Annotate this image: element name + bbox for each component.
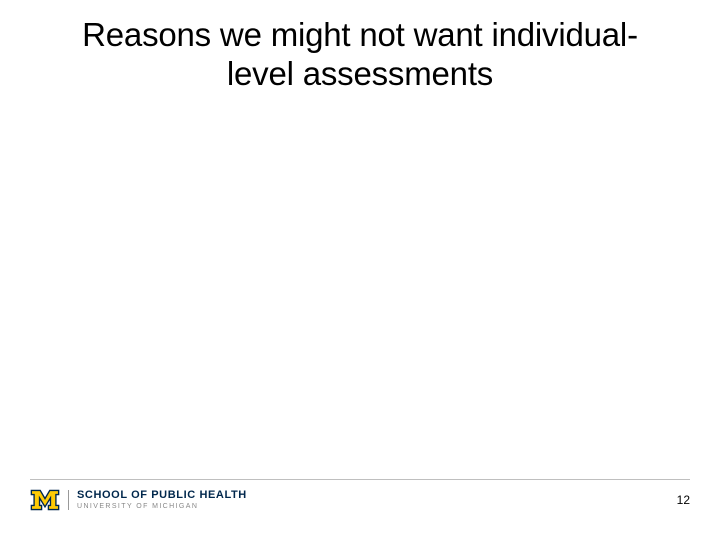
logo-text: SCHOOL OF PUBLIC HEALTH UNIVERSITY OF MI… [68, 490, 247, 510]
footer: SCHOOL OF PUBLIC HEALTH UNIVERSITY OF MI… [30, 480, 690, 520]
slide: Reasons we might not want individual- le… [0, 0, 720, 540]
slide-title: Reasons we might not want individual- le… [30, 16, 690, 94]
logo-university-name: UNIVERSITY OF MICHIGAN [77, 503, 247, 510]
logo-school-name: SCHOOL OF PUBLIC HEALTH [77, 490, 247, 501]
block-m-path [31, 490, 58, 509]
title-line-2: level assessments [227, 55, 493, 92]
org-logo: SCHOOL OF PUBLIC HEALTH UNIVERSITY OF MI… [30, 489, 247, 511]
block-m-icon [30, 489, 60, 511]
page-number: 12 [677, 493, 690, 507]
title-line-1: Reasons we might not want individual- [82, 16, 638, 53]
